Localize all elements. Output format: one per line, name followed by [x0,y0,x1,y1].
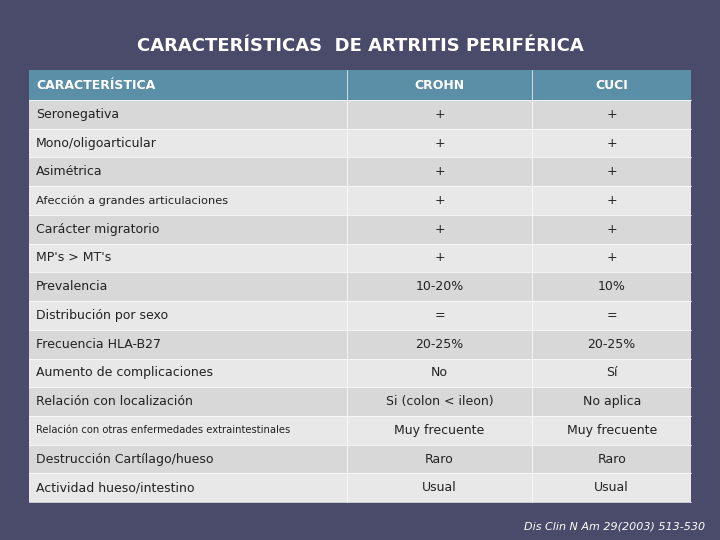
Bar [347,387,532,416]
Text: Actividad hueso/intestino: Actividad hueso/intestino [36,481,194,494]
Text: Destrucción Cartílago/hueso: Destrucción Cartílago/hueso [36,453,214,465]
Text: +: + [606,108,617,121]
Text: +: + [434,165,445,178]
Text: +: + [434,252,445,265]
Bar [29,186,347,215]
Text: Dis Clin N Am 29(2003) 513-530: Dis Clin N Am 29(2003) 513-530 [524,522,706,532]
Text: +: + [434,108,445,121]
Bar [347,330,532,359]
Bar [29,215,347,244]
Bar [29,474,347,502]
Bar [532,129,691,157]
Text: CARACTERÍSTICAS  DE ARTRITIS PERIFÉRICA: CARACTERÍSTICAS DE ARTRITIS PERIFÉRICA [137,37,583,55]
Bar [347,186,532,215]
Text: =: = [606,309,617,322]
Bar [532,272,691,301]
Bar [532,186,691,215]
Text: 10%: 10% [598,280,626,293]
Bar [29,387,347,416]
Bar [347,445,532,474]
Bar [347,129,532,157]
Bar [347,215,532,244]
Bar [347,474,532,502]
Text: Prevalencia: Prevalencia [36,280,109,293]
Text: CUCI: CUCI [595,78,628,92]
Bar [29,70,347,100]
Text: Usual: Usual [594,481,629,494]
Bar [29,301,347,330]
Bar [532,157,691,186]
Bar [532,215,691,244]
Text: Sí: Sí [606,366,618,380]
Bar [29,244,347,272]
Bar [29,359,347,387]
Text: Raro: Raro [425,453,454,465]
Bar [29,330,347,359]
Text: CROHN: CROHN [415,78,464,92]
Text: Mono/oligoarticular: Mono/oligoarticular [36,137,157,150]
Text: Usual: Usual [422,481,457,494]
Text: =: = [434,309,445,322]
Text: Muy frecuente: Muy frecuente [395,424,485,437]
Text: Afección a grandes articulaciones: Afección a grandes articulaciones [36,195,228,206]
Text: No aplica: No aplica [582,395,641,408]
Bar [532,244,691,272]
Bar [29,22,691,70]
Text: +: + [606,194,617,207]
Text: Relación con localización: Relación con localización [36,395,193,408]
Bar [347,100,532,129]
Bar [347,272,532,301]
Text: CARACTERÍSTICA: CARACTERÍSTICA [36,78,156,92]
Bar [29,157,347,186]
Bar [347,244,532,272]
Bar [532,387,691,416]
Text: Si (colon < ileon): Si (colon < ileon) [386,395,493,408]
Text: Frecuencia HLA-B27: Frecuencia HLA-B27 [36,338,161,350]
Bar [532,100,691,129]
Text: +: + [606,252,617,265]
Text: No: No [431,366,448,380]
Text: +: + [434,137,445,150]
Bar [29,129,347,157]
Bar [532,445,691,474]
Bar [532,474,691,502]
Bar [532,416,691,445]
Text: +: + [606,137,617,150]
Text: +: + [434,222,445,236]
Bar [347,301,532,330]
Text: 20-25%: 20-25% [415,338,464,350]
Text: +: + [606,165,617,178]
Bar [29,416,347,445]
Text: Aumento de complicaciones: Aumento de complicaciones [36,366,213,380]
Text: Relación con otras enfermedades extraintestinales: Relación con otras enfermedades extraint… [36,426,290,435]
Bar [532,301,691,330]
Bar [29,445,347,474]
Text: Seronegativa: Seronegativa [36,108,119,121]
Bar [347,157,532,186]
Bar [347,359,532,387]
Text: Muy frecuente: Muy frecuente [567,424,657,437]
Bar [532,330,691,359]
Text: 20-25%: 20-25% [588,338,636,350]
Text: +: + [606,222,617,236]
Text: Carácter migratorio: Carácter migratorio [36,222,159,236]
Text: Raro: Raro [598,453,626,465]
Text: Asimétrica: Asimétrica [36,165,103,178]
Bar [532,359,691,387]
Text: +: + [434,194,445,207]
Bar [532,70,691,100]
Text: Distribución por sexo: Distribución por sexo [36,309,168,322]
Text: 10-20%: 10-20% [415,280,464,293]
Bar [29,272,347,301]
Text: MP's > MT's: MP's > MT's [36,252,112,265]
Bar [29,100,347,129]
Bar [347,70,532,100]
Bar [347,416,532,445]
